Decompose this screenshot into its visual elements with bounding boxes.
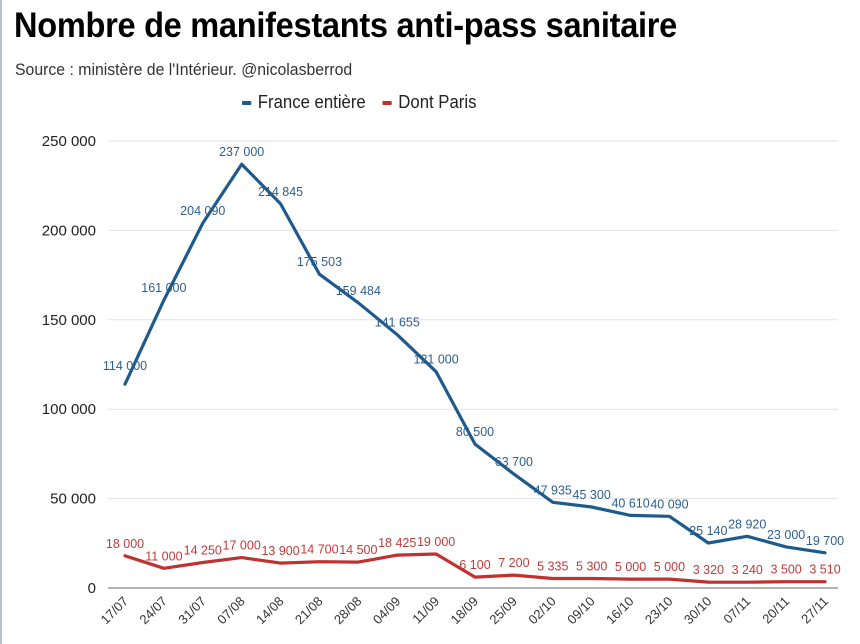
data-label-france: 204 090 xyxy=(180,204,225,218)
x-tick-label: 14/08 xyxy=(253,594,287,628)
legend-swatch-france xyxy=(242,100,252,105)
legend-item-paris[interactable]: Dont Paris xyxy=(382,92,476,113)
data-label-paris: 3 240 xyxy=(732,563,763,577)
x-tick-label: 24/07 xyxy=(136,594,170,628)
y-tick-label: 200 000 xyxy=(42,222,96,239)
y-tick-label: 0 xyxy=(88,580,96,597)
x-tick-label: 27/11 xyxy=(798,594,831,627)
chart-subtitle: Source : ministère de l'Intérieur. @nico… xyxy=(15,60,353,79)
data-label-france: 161 000 xyxy=(141,281,186,295)
x-tick-label: 30/10 xyxy=(681,594,715,628)
x-tick-label: 07/11 xyxy=(720,594,753,627)
y-tick-label: 100 000 xyxy=(42,401,96,418)
x-tick-label: 04/09 xyxy=(370,594,404,628)
gridlines xyxy=(108,140,838,589)
data-label-paris: 5 335 xyxy=(537,559,568,573)
data-label-paris: 19 000 xyxy=(417,535,455,549)
x-tick-label: 18/09 xyxy=(448,594,482,628)
legend-label-france: France entière xyxy=(257,92,366,112)
legend: France entière Dont Paris xyxy=(242,92,488,113)
y-axis-ticks: 0 50 000 100 000 150 000 200 000 250 000 xyxy=(42,133,96,597)
x-tick-label: 16/10 xyxy=(603,594,637,628)
data-label-paris: 11 000 xyxy=(145,549,182,563)
data-label-paris: 14 700 xyxy=(300,543,338,557)
x-tick-label: 28/08 xyxy=(331,594,365,628)
data-label-france: 214 845 xyxy=(258,185,303,199)
legend-item-france[interactable]: France entière xyxy=(242,92,366,113)
data-label-france: 23 000 xyxy=(767,528,805,542)
x-tick-label: 02/10 xyxy=(525,594,559,628)
data-label-paris: 14 250 xyxy=(184,544,222,558)
y-tick-label: 50 000 xyxy=(50,491,96,508)
data-label-paris: 3 510 xyxy=(809,563,840,577)
data-label-paris: 3 320 xyxy=(693,563,724,577)
data-label-france: 19 700 xyxy=(806,534,844,548)
data-label-paris: 18 000 xyxy=(106,537,144,551)
x-tick-label: 17/07 xyxy=(98,594,132,628)
data-label-france: 237 000 xyxy=(219,145,264,159)
data-label-france: 40 610 xyxy=(611,496,649,510)
data-label-france: 25 140 xyxy=(689,524,727,538)
x-tick-label: 23/10 xyxy=(642,594,676,628)
x-tick-label: 31/07 xyxy=(175,594,209,628)
data-label-france: 45 300 xyxy=(573,488,611,502)
y-tick-label: 150 000 xyxy=(42,312,96,329)
data-label-paris: 5 300 xyxy=(576,560,607,574)
x-tick-label: 20/11 xyxy=(759,594,792,627)
data-label-paris: 13 900 xyxy=(261,544,299,558)
data-label-paris: 7 200 xyxy=(498,556,529,570)
x-tick-label: 11/09 xyxy=(409,594,442,627)
data-label-france: 159 484 xyxy=(336,284,381,298)
data-label-france: 141 655 xyxy=(375,316,420,330)
data-label-paris: 5 000 xyxy=(654,560,685,574)
data-label-france: 63 700 xyxy=(495,455,533,469)
data-label-paris: 5 000 xyxy=(615,560,646,574)
data-label-france: 28 920 xyxy=(728,517,766,531)
data-label-france: 80 500 xyxy=(456,425,494,439)
data-label-france: 114 000 xyxy=(103,359,147,373)
legend-swatch-paris xyxy=(382,100,392,105)
data-label-paris: 6 100 xyxy=(459,558,490,572)
y-tick-label: 250 000 xyxy=(42,133,96,150)
data-label-france: 40 090 xyxy=(650,497,688,511)
chart-title: Nombre de manifestants anti-pass sanitai… xyxy=(14,6,678,45)
data-labels: 114 000 161 000 204 090 237 000 214 845 175 5… xyxy=(103,145,844,577)
x-tick-label: 07/08 xyxy=(214,594,248,628)
series-lines xyxy=(123,162,827,584)
series-line-france xyxy=(123,162,827,555)
data-label-france: 175 503 xyxy=(297,255,342,269)
data-label-france: 47 935 xyxy=(534,483,572,497)
data-label-paris: 3 500 xyxy=(770,563,801,577)
x-tick-label: 21/08 xyxy=(292,594,326,628)
data-label-paris: 17 000 xyxy=(223,539,261,553)
x-tick-label: 25/09 xyxy=(486,594,520,628)
data-label-france: 121 000 xyxy=(414,353,459,367)
data-label-paris: 18 425 xyxy=(378,536,416,550)
x-tick-label: 09/10 xyxy=(564,594,598,628)
x-axis-ticks: 17/07 24/07 31/07 07/08 14/08 21/08 28/08 04/09… xyxy=(98,594,832,628)
data-label-paris: 14 500 xyxy=(339,543,377,557)
frame-edge xyxy=(0,0,2,644)
legend-label-paris: Dont Paris xyxy=(398,92,477,112)
